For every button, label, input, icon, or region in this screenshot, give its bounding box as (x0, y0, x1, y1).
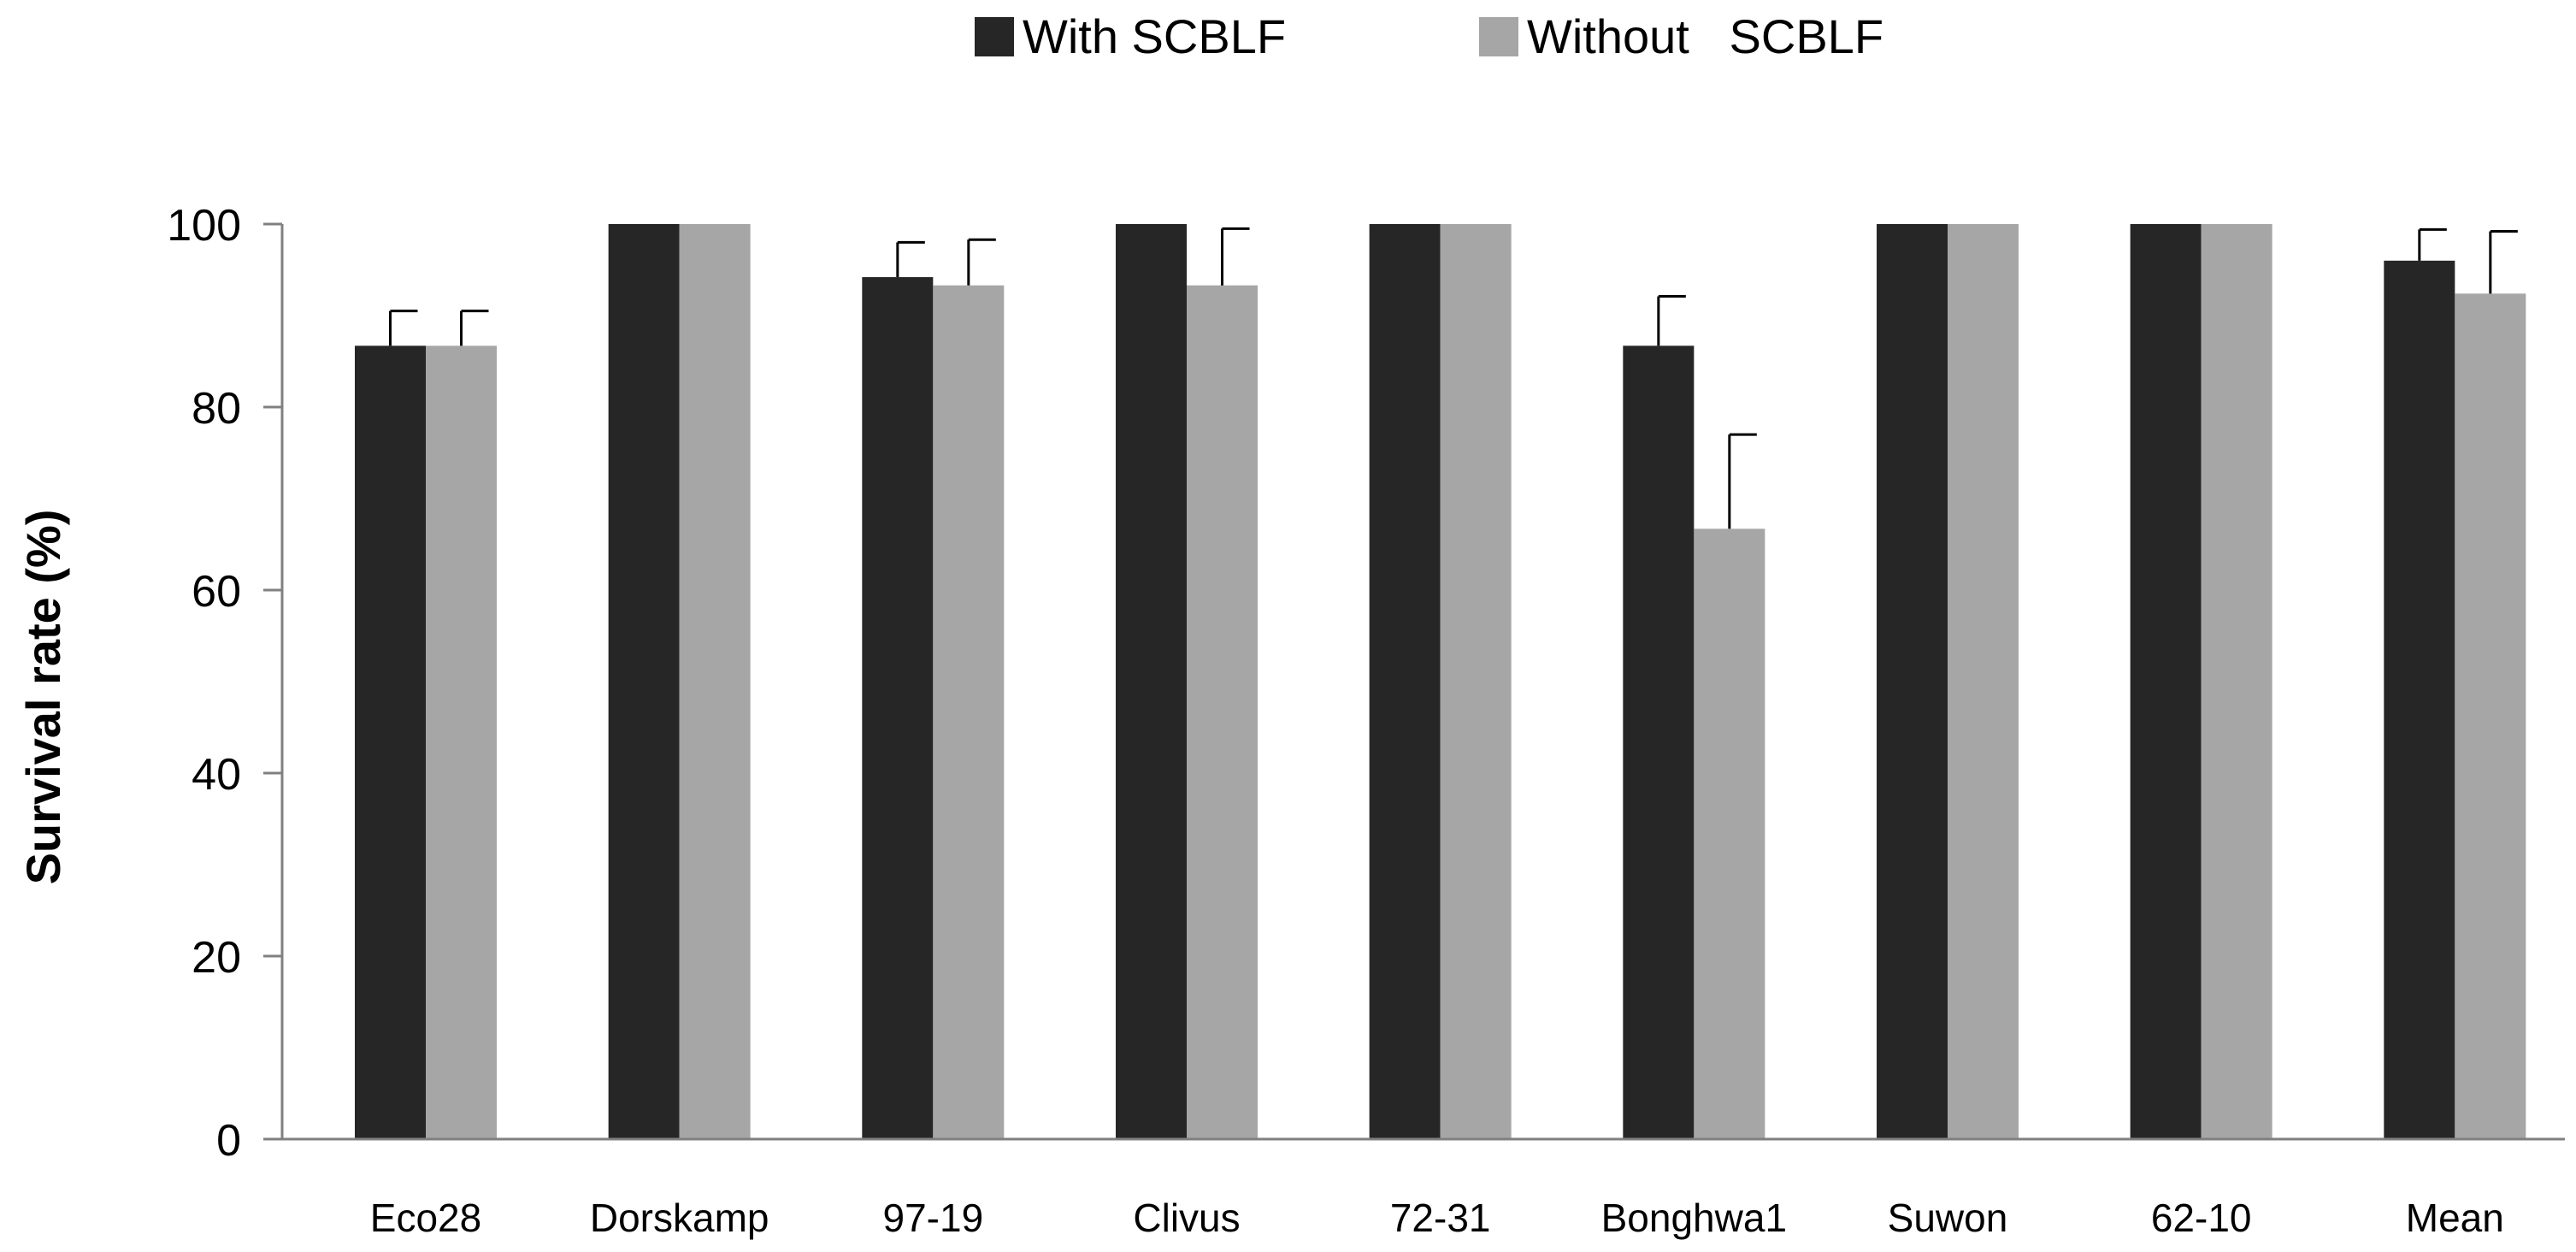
y-axis: 0 20 40 60 80 100 (167, 201, 284, 1166)
legend-label: With SCBLF (1023, 9, 1286, 63)
y-tick-label: 20 (192, 933, 241, 983)
y-tick-label: 40 (192, 750, 241, 800)
x-category-label: Bonghwa1 (1601, 1196, 1787, 1240)
y-tick-label: 80 (192, 384, 241, 434)
y-axis-title: Survival rate (%) (16, 510, 70, 885)
y-tick-label: 60 (192, 567, 241, 617)
bar-with-scblf (1623, 345, 1695, 1139)
bar-without-scblf (933, 285, 1005, 1139)
x-category-label: Clivus (1133, 1196, 1240, 1240)
bar-with-scblf (1877, 224, 1948, 1139)
bar-without-scblf (1948, 224, 2019, 1139)
y-tick-label: 0 (216, 1116, 241, 1166)
legend: With SCBLF Without SCBLF (975, 9, 1883, 63)
bar-without-scblf (1694, 529, 1765, 1139)
bar-without-scblf (1440, 224, 1512, 1139)
bars (355, 224, 2526, 1139)
bar-without-scblf (2201, 224, 2272, 1139)
x-category-label: Mean (2406, 1196, 2504, 1240)
legend-swatch (975, 17, 1014, 56)
y-tick-label: 100 (167, 201, 241, 251)
bar-without-scblf (426, 345, 497, 1139)
bar-without-scblf (2455, 293, 2526, 1139)
x-category-label: Suwon (1888, 1196, 2008, 1240)
bar-with-scblf (2384, 260, 2455, 1139)
x-axis: Eco28 Dorskamp 97-19 Clivus 72-31 Bonghwa1 Suw… (282, 1137, 2565, 1240)
error-bars (389, 227, 2518, 529)
x-category-label: Dorskamp (590, 1196, 769, 1240)
x-category-label: 62-10 (2151, 1196, 2252, 1240)
bar-with-scblf (1369, 224, 1441, 1139)
bar-with-scblf (2130, 224, 2202, 1139)
bar-without-scblf (1187, 285, 1258, 1139)
bar-without-scblf (679, 224, 751, 1139)
bar-with-scblf (1116, 224, 1187, 1139)
x-category-label: 72-31 (1390, 1196, 1491, 1240)
bar-with-scblf (355, 345, 426, 1139)
x-category-label: Eco28 (370, 1196, 481, 1240)
x-category-label: 97-19 (883, 1196, 984, 1240)
bar-with-scblf (608, 224, 680, 1139)
legend-swatch (1479, 17, 1518, 56)
bar-with-scblf (862, 277, 934, 1139)
legend-label: Without SCBLF (1527, 9, 1883, 63)
